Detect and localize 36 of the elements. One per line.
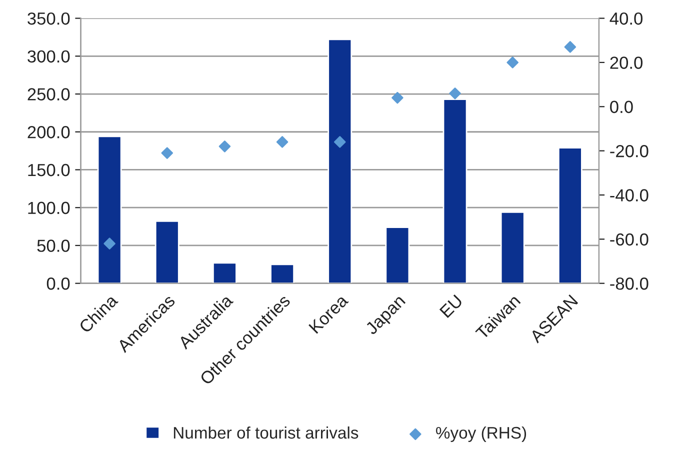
y-tick-label: 0.0: [46, 278, 70, 290]
bar: [385, 226, 410, 284]
point: [218, 140, 231, 152]
point: [276, 136, 288, 148]
x-tick-label: EU: [439, 294, 464, 318]
y2-tick-label: 0.0: [610, 100, 633, 114]
legend-label: %yoy (RHS): [436, 426, 526, 442]
y2-tick-label: -60.0: [610, 233, 648, 246]
point: [161, 147, 174, 159]
y-tick-label: 250.0: [28, 88, 70, 100]
y-tick-label: 350.0: [28, 12, 70, 25]
y2-tick-label: 20.0: [610, 56, 642, 69]
point: [564, 41, 576, 53]
bar: [97, 136, 122, 284]
point: [334, 136, 346, 148]
bar: [154, 220, 180, 284]
y-tick-label: 150.0: [28, 164, 70, 176]
y2-tick-label: -20.0: [610, 144, 648, 158]
y2-tick-label: 40.0: [610, 12, 642, 25]
bar: [270, 264, 294, 284]
point: [506, 56, 518, 68]
y-tick-label: 200.0: [28, 126, 70, 138]
point: [104, 238, 116, 250]
bar: [558, 147, 582, 284]
bar: [328, 38, 352, 284]
legend-label: Number of tourist arrivals: [174, 426, 358, 439]
bar: [442, 98, 468, 284]
y2-tick-label: -80.0: [610, 278, 648, 290]
point: [449, 87, 461, 100]
point: [392, 92, 404, 104]
y-tick-label: 50.0: [37, 240, 70, 252]
y-tick-label: 100.0: [28, 202, 70, 214]
y-tick-label: 300.0: [28, 50, 70, 63]
bar: [500, 211, 525, 284]
bar: [212, 262, 237, 284]
y2-tick-label: -40.0: [610, 189, 648, 202]
